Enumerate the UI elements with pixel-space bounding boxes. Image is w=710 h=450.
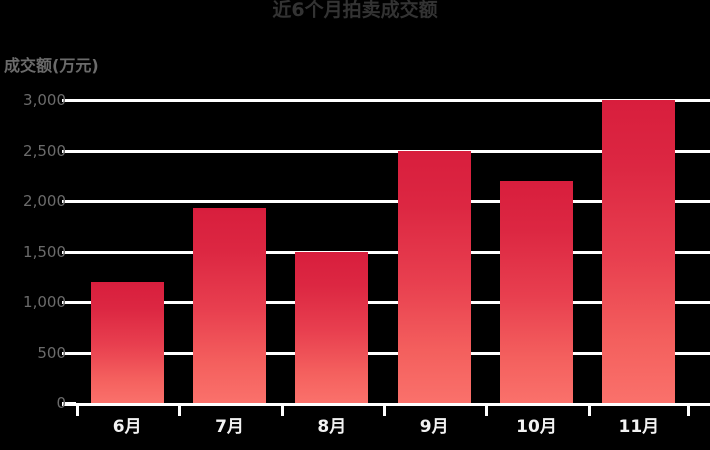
y-tick-mark xyxy=(62,149,76,153)
y-tick-mark xyxy=(62,99,76,102)
y-tick-label: 1,000 xyxy=(23,293,66,311)
y-tick-label: 1,500 xyxy=(23,242,66,261)
bar[interactable] xyxy=(192,208,266,403)
gridline xyxy=(62,99,710,102)
y-tick-mark xyxy=(62,200,76,203)
x-tick-mark xyxy=(485,403,489,416)
x-tick-labels-group: 6月 7月 8月 9月 10月 11月 xyxy=(76,406,690,446)
x-tick-mark xyxy=(76,403,79,416)
x-tick-mark xyxy=(687,403,690,416)
x-tick-label: 7月 xyxy=(215,417,244,437)
y-tick-label: 2,000 xyxy=(23,192,66,210)
x-tick-marks-group xyxy=(76,403,690,417)
y-tick-mark xyxy=(62,351,76,355)
y-tick-mark xyxy=(62,250,76,254)
bar-band xyxy=(76,100,178,403)
bar-band xyxy=(178,100,280,403)
y-tick-mark xyxy=(62,402,76,405)
y-tick-label: 2,500 xyxy=(23,141,66,160)
x-tick-label: 8月 xyxy=(317,417,347,437)
bar-band xyxy=(485,100,587,403)
x-tick-mark xyxy=(587,403,591,416)
bar[interactable] xyxy=(295,251,369,403)
x-tick-mark xyxy=(383,403,386,416)
gridline xyxy=(62,301,710,304)
bar[interactable] xyxy=(602,100,676,403)
x-tick-label: 10月 xyxy=(516,417,557,437)
y-tick-label: 500 xyxy=(37,343,66,362)
x-tick-label: 11月 xyxy=(618,417,660,437)
bar-band xyxy=(588,100,690,403)
bar-band xyxy=(383,100,485,403)
bar[interactable] xyxy=(397,150,471,403)
gridline xyxy=(62,250,710,254)
chart-title: 近6个月拍卖成交额 xyxy=(272,0,438,21)
x-tick-mark xyxy=(178,403,182,416)
gridline xyxy=(62,200,710,203)
bar-band xyxy=(281,100,383,403)
plot-area xyxy=(62,99,710,406)
x-tick-label: 6月 xyxy=(112,417,142,437)
y-tick-label: 3,000 xyxy=(23,91,66,109)
bar[interactable] xyxy=(499,180,573,403)
bars-group xyxy=(76,100,690,403)
bar[interactable] xyxy=(90,281,164,403)
gridline xyxy=(62,149,710,153)
gridline xyxy=(62,351,710,355)
y-axis-title: 成交额(万元) xyxy=(4,56,99,75)
x-tick-mark xyxy=(280,403,284,416)
x-tick-label: 9月 xyxy=(419,417,449,437)
x-axis-line xyxy=(62,403,710,406)
y-tick-label: 0 xyxy=(56,394,66,412)
y-tick-mark xyxy=(62,301,76,304)
